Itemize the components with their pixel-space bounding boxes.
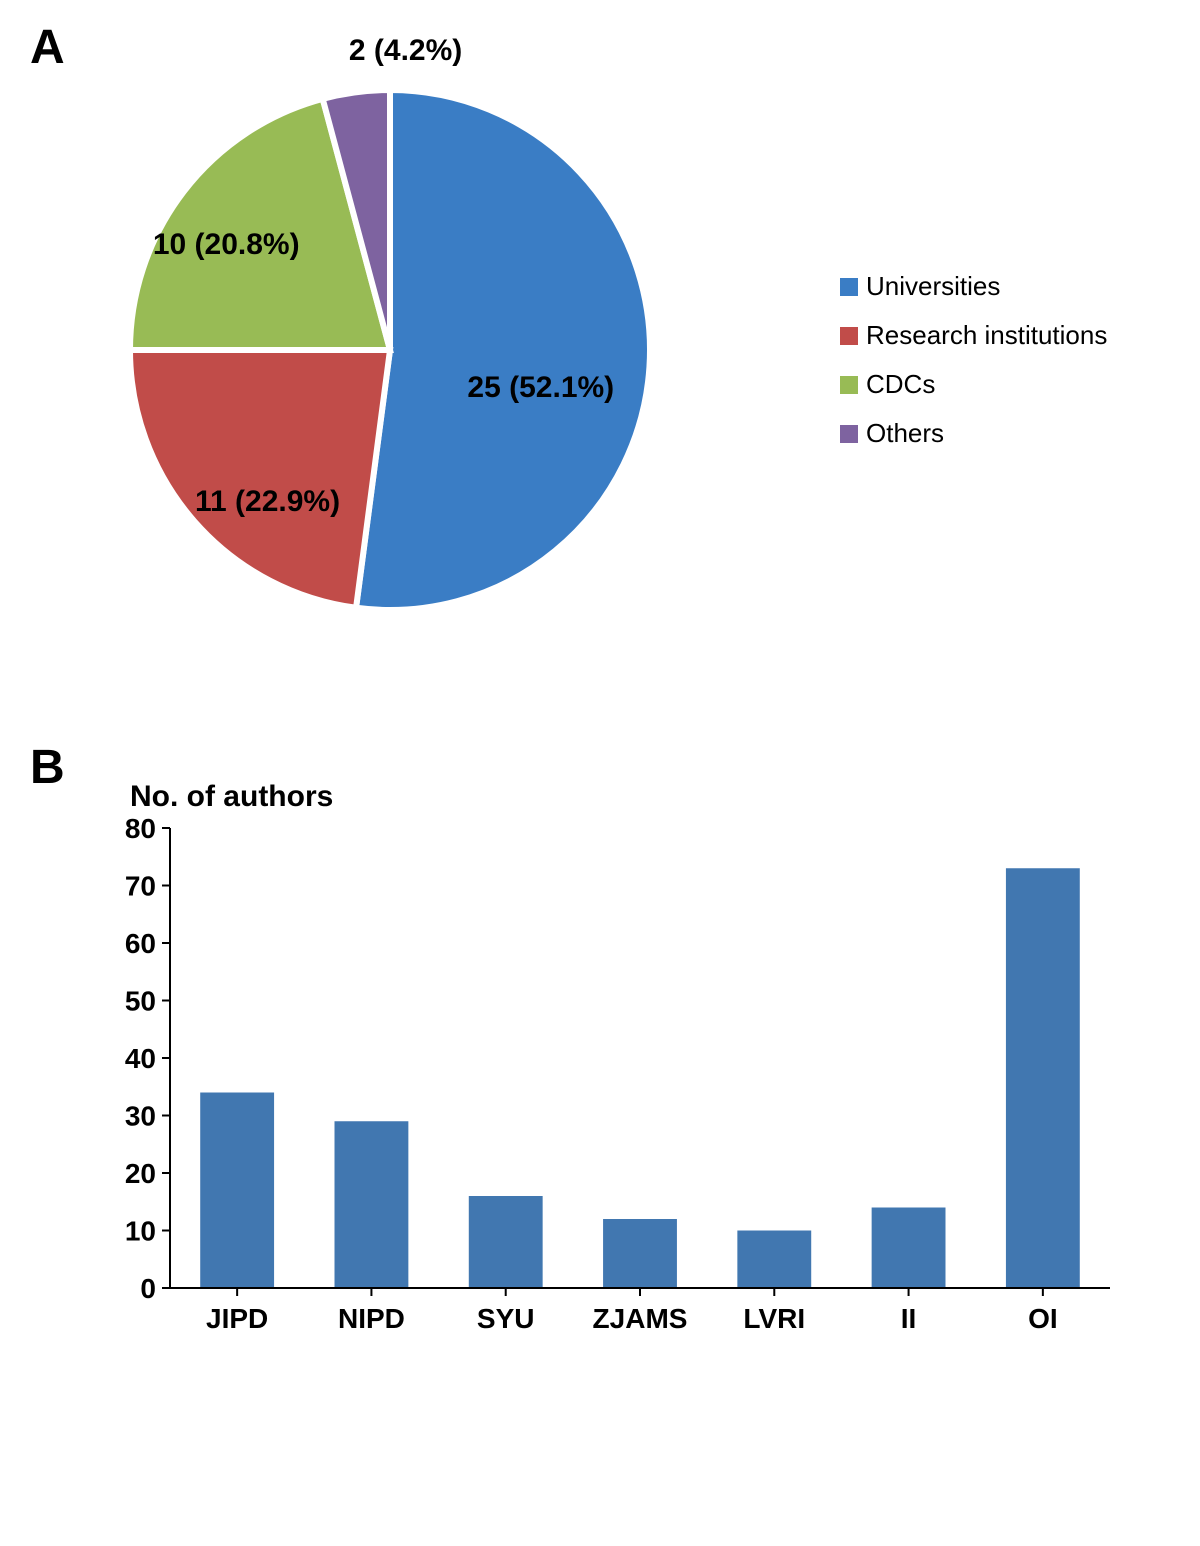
legend-label: Research institutions: [866, 320, 1107, 351]
y-tick-label: 40: [125, 1043, 156, 1074]
bar-chart-container: No. of authors 0 10 20 30 40 50 60 70 80 JIPD NIPD…: [20, 740, 1180, 1343]
x-tick-label: OI: [1028, 1303, 1058, 1334]
legend-item: CDCs: [840, 369, 1107, 400]
pie-slice-label: 11 (22.9%): [195, 485, 340, 518]
y-tick-label: 60: [125, 928, 156, 959]
pie-slice-label: 10 (20.8%): [153, 228, 300, 261]
y-tick-label: 0: [140, 1273, 156, 1304]
legend-item: Others: [840, 418, 1107, 449]
legend-swatch: [840, 376, 858, 394]
y-tick-label: 20: [125, 1158, 156, 1189]
bar-chart-title: No. of authors: [130, 780, 1180, 814]
pie-slice-label: 25 (52.1%): [467, 371, 614, 404]
y-tick-label: 50: [125, 985, 156, 1016]
legend-swatch: [840, 425, 858, 443]
pie-slice-label: 2 (4.2%): [349, 34, 462, 67]
legend-label: CDCs: [866, 369, 935, 400]
legend-item: Research institutions: [840, 320, 1107, 351]
x-tick-label: JIPD: [206, 1303, 268, 1334]
bar: [335, 1121, 409, 1288]
y-tick-label: 70: [125, 870, 156, 901]
panel-b: B No. of authors 0 10 20 30 40 50 60 70 80 JIPD NI…: [20, 740, 1180, 1343]
legend-swatch: [840, 327, 858, 345]
pie-legend: Universities Research institutions CDCs Oth…: [840, 253, 1107, 467]
x-tick-label: SYU: [477, 1303, 535, 1334]
panel-b-label: B: [30, 740, 65, 795]
pie-slice: [356, 90, 650, 610]
pie-chart-container: 25 (52.1%) 11 (22.9%) 10 (20.8%) 2 (4.2%) U…: [20, 20, 1180, 700]
x-tick-label: NIPD: [338, 1303, 405, 1334]
legend-item: Universities: [840, 271, 1107, 302]
x-tick-label: II: [901, 1303, 917, 1334]
pie-slice: [130, 350, 390, 608]
y-tick-label: 10: [125, 1215, 156, 1246]
x-tick-label: ZJAMS: [593, 1303, 688, 1334]
panel-a-label: A: [30, 20, 65, 75]
bar: [737, 1231, 811, 1289]
x-tick-label: LVRI: [743, 1303, 805, 1334]
panel-a: A 25 (52.1%) 11 (22.9%) 10 (20.8%) 2 (4.2%)…: [20, 20, 1180, 700]
bar: [1006, 868, 1080, 1288]
legend-swatch: [840, 278, 858, 296]
bar: [469, 1196, 543, 1288]
y-tick-label: 30: [125, 1100, 156, 1131]
bar: [200, 1093, 274, 1289]
bar: [872, 1208, 946, 1289]
legend-label: Universities: [866, 271, 1000, 302]
pie-chart: 25 (52.1%) 11 (22.9%) 10 (20.8%) 2 (4.2%): [100, 20, 800, 700]
legend-label: Others: [866, 418, 944, 449]
bar: [603, 1219, 677, 1288]
bar-chart: 0 10 20 30 40 50 60 70 80 JIPD NIPD SYU ZJAMS LVRI II O…: [100, 818, 1120, 1338]
y-tick-label: 80: [125, 818, 156, 844]
